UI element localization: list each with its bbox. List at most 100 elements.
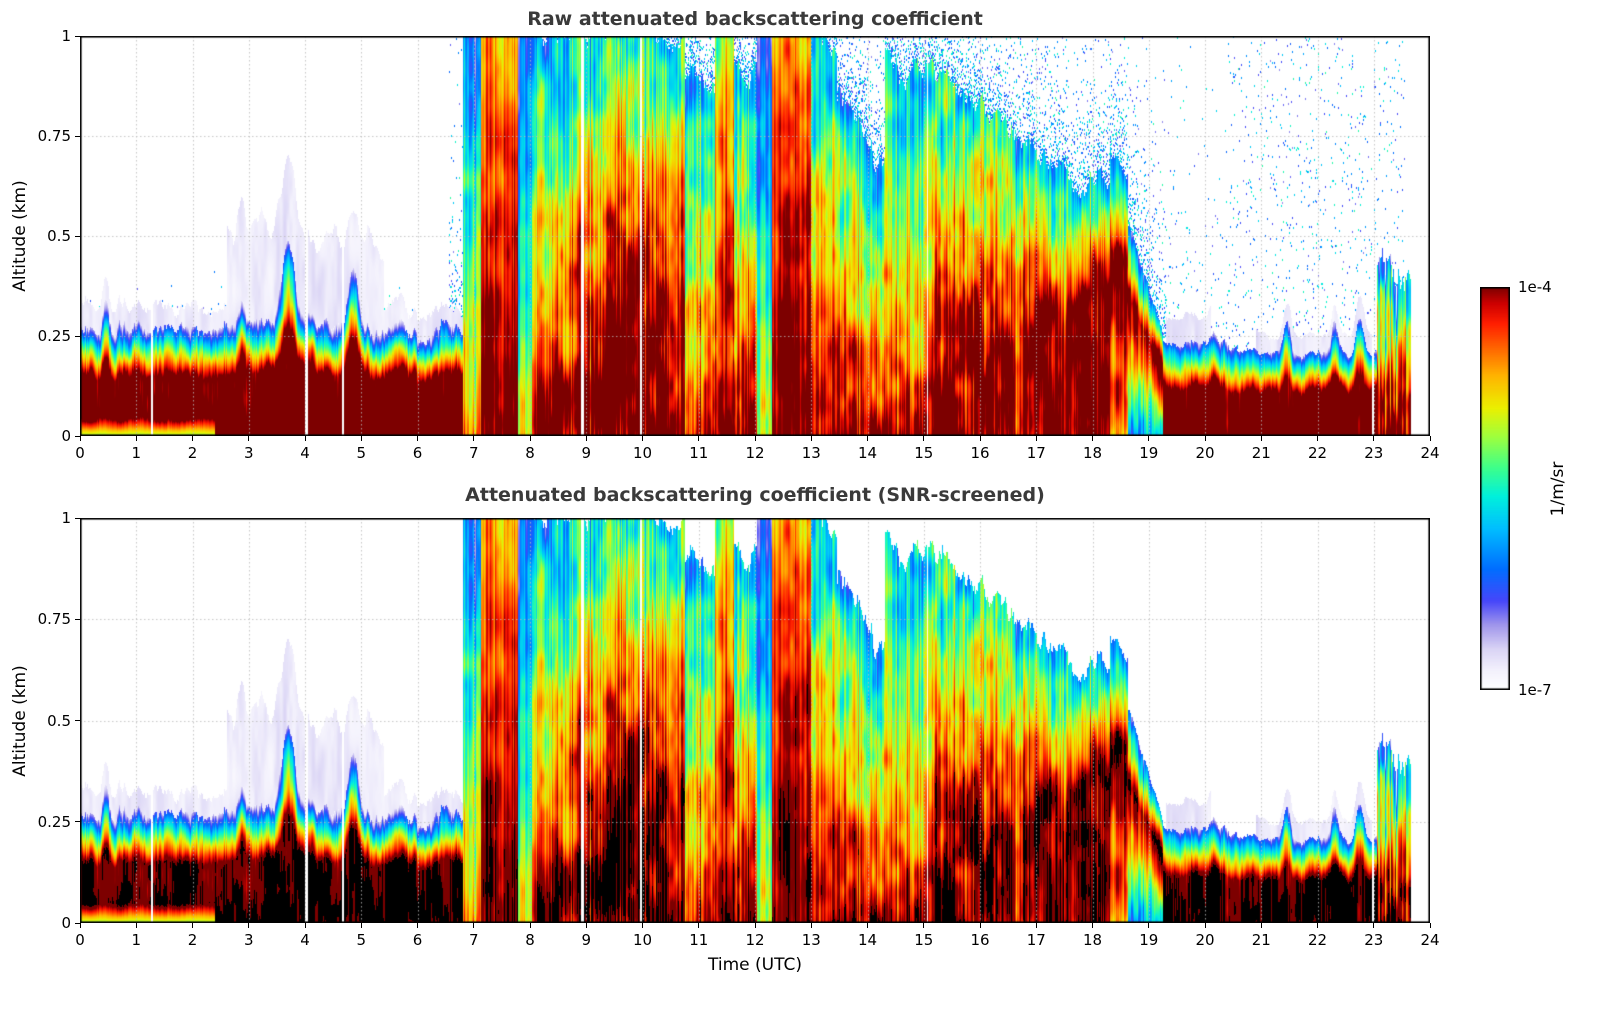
y-tick-mark	[75, 235, 80, 237]
x-tick-mark	[810, 923, 812, 928]
x-tick-mark	[754, 923, 756, 928]
x-tick-label: 15	[914, 931, 934, 949]
x-tick-mark	[1260, 923, 1262, 928]
y-tick-mark	[75, 135, 80, 137]
x-tick-label: 6	[412, 931, 423, 949]
x-tick-mark	[1035, 436, 1037, 441]
x-tick-mark	[473, 436, 475, 441]
x-tick-label: 7	[468, 444, 479, 462]
x-tick-label: 2	[187, 444, 198, 462]
x-tick-mark	[810, 436, 812, 441]
x-tick-label: 7	[468, 931, 479, 949]
x-tick-label: 22	[1307, 444, 1328, 462]
x-tick-mark	[79, 436, 81, 441]
x-tick-mark	[1148, 923, 1150, 928]
x-tick-label: 20	[1195, 444, 1215, 462]
y-tick-label: 0	[61, 427, 71, 445]
panel2-title: Attenuated backscattering coefficient (S…	[465, 484, 1045, 506]
x-tick-label: 12	[745, 444, 765, 462]
x-tick-mark	[1148, 436, 1150, 441]
x-tick-label: 21	[1251, 931, 1271, 949]
x-tick-mark	[473, 923, 475, 928]
x-tick-label: 0	[75, 931, 85, 949]
x-tick-mark	[360, 923, 362, 928]
x-tick-label: 1	[131, 931, 142, 949]
panel1-ylabel: Altitude (km)	[10, 180, 30, 292]
x-tick-mark	[1373, 436, 1375, 441]
x-tick-label: 21	[1251, 444, 1271, 462]
x-tick-label: 13	[801, 931, 821, 949]
x-tick-mark	[192, 923, 193, 928]
x-tick-mark	[698, 436, 700, 441]
x-tick-label: 8	[525, 444, 535, 462]
x-tick-mark	[754, 436, 756, 441]
x-tick-label: 13	[801, 444, 821, 462]
x-tick-label: 9	[581, 444, 592, 462]
x-tick-mark	[1429, 923, 1431, 928]
x-tick-mark	[698, 923, 700, 928]
y-tick-label: 0	[61, 914, 71, 932]
x-tick-label: 8	[525, 931, 535, 949]
x-tick-mark	[79, 923, 81, 928]
x-tick-label: 4	[300, 444, 310, 462]
colorbar-gradient	[1480, 287, 1510, 690]
y-tick-label: 1	[61, 27, 71, 45]
x-tick-label: 10	[632, 444, 653, 462]
x-tick-mark	[1373, 923, 1375, 928]
x-tick-label: 10	[632, 931, 653, 949]
colorbar-min-label: 1e-7	[1518, 681, 1552, 699]
x-tick-label: 12	[745, 931, 765, 949]
x-tick-mark	[1429, 436, 1431, 441]
y-tick-mark	[75, 618, 80, 620]
x-tick-mark	[248, 436, 250, 441]
y-tick-label: 0.5	[47, 711, 71, 730]
x-tick-label: 5	[356, 444, 367, 462]
x-tick-label: 17	[1026, 931, 1046, 949]
y-tick-mark	[75, 35, 80, 37]
x-tick-label: 24	[1420, 931, 1440, 949]
x-tick-label: 11	[689, 444, 709, 462]
x-tick-label: 22	[1307, 931, 1328, 949]
x-tick-label: 16	[970, 444, 990, 462]
y-tick-label: 0.5	[47, 227, 71, 245]
x-tick-mark	[923, 923, 925, 928]
x-tick-label: 1	[131, 444, 142, 462]
x-tick-mark	[417, 923, 418, 928]
y-tick-mark	[75, 517, 80, 519]
x-tick-mark	[304, 436, 306, 441]
y-tick-label: 1	[61, 509, 71, 527]
panel2-ylabel: Altitude (km)	[10, 664, 30, 777]
panel1-title: Raw attenuated backscattering coefficien…	[527, 8, 983, 30]
x-tick-mark	[417, 436, 418, 441]
x-tick-label: 19	[1139, 931, 1159, 949]
x-tick-label: 3	[243, 444, 254, 462]
x-tick-mark	[867, 923, 868, 928]
x-tick-label: 5	[356, 931, 367, 949]
raw-backscatter-heatmap	[80, 36, 1430, 436]
y-tick-label: 0.75	[37, 610, 71, 629]
x-tick-mark	[1204, 923, 1206, 928]
x-tick-label: 11	[689, 931, 709, 949]
x-tick-mark	[585, 436, 587, 441]
x-tick-mark	[1092, 436, 1093, 441]
x-tick-mark	[923, 436, 925, 441]
x-tick-label: 15	[914, 444, 934, 462]
x-tick-label: 6	[412, 444, 423, 462]
x-tick-mark	[979, 923, 981, 928]
x-tick-label: 14	[857, 444, 878, 462]
x-tick-label: 16	[970, 931, 990, 949]
x-tick-label: 3	[243, 931, 254, 949]
y-tick-label: 0.75	[37, 127, 71, 145]
x-tick-mark	[642, 923, 643, 928]
x-tick-mark	[529, 923, 531, 928]
y-tick-mark	[75, 720, 80, 721]
y-tick-mark	[75, 821, 80, 823]
y-tick-mark	[75, 435, 80, 437]
x-tick-label: 0	[75, 444, 85, 462]
x-tick-label: 24	[1420, 444, 1440, 462]
x-tick-label: 23	[1364, 931, 1384, 949]
x-tick-mark	[360, 436, 362, 441]
x-tick-mark	[1092, 923, 1093, 928]
y-tick-label: 0.25	[37, 327, 71, 345]
